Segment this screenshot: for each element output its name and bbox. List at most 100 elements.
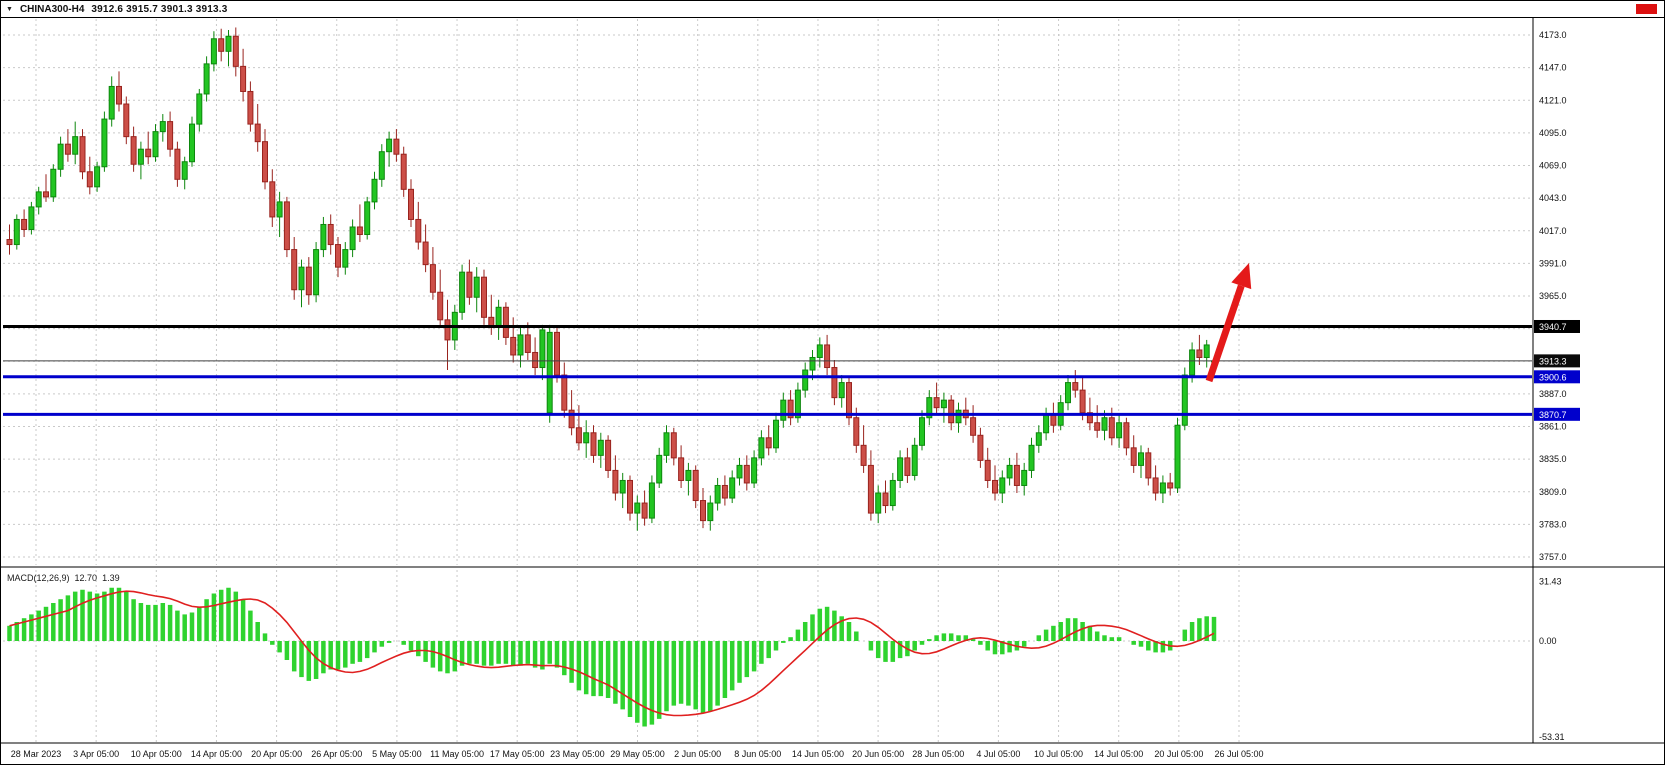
time-tick-label: 10 Apr 05:00	[131, 749, 182, 759]
price-tick-label: 3991.0	[1539, 258, 1567, 268]
candle-body	[561, 374, 568, 411]
candle-body	[415, 218, 422, 243]
candle-body	[145, 148, 152, 158]
candle-body	[970, 417, 977, 436]
time-tick-label: 28 Jun 05:00	[912, 749, 964, 759]
candle-body	[1043, 414, 1050, 434]
price-tick-label: 4095.0	[1539, 128, 1567, 138]
macd-main-value: 12.70	[74, 573, 98, 583]
price-tick-label: 4147.0	[1539, 63, 1567, 73]
price-tick-label: 3965.0	[1539, 291, 1567, 301]
candle-body	[794, 389, 801, 419]
candle-body	[1196, 349, 1203, 358]
candle-body	[1079, 389, 1086, 414]
macd-name: MACD(12,26,9)	[7, 573, 70, 583]
time-axis-labels: 28 Mar 2023 3 Apr 05:00 10 Apr 05:00 14 Apr…	[11, 749, 1264, 759]
time-tick-label: 8 Jun 05:00	[734, 749, 781, 759]
candle-body	[1065, 382, 1071, 404]
candle-body	[1116, 422, 1123, 439]
candle-body	[634, 502, 641, 514]
candle-body	[174, 148, 181, 180]
candle-body	[356, 226, 363, 236]
price-tick-label: 4173.0	[1539, 30, 1567, 40]
macd-histogram	[7, 587, 1217, 727]
price-badge	[1534, 354, 1580, 368]
chart-titlebar: ▼ CHINA300-H4 3912.6 3915.7 3901.3 3913.…	[1, 1, 1664, 18]
candle-body	[181, 161, 188, 180]
candle-body	[28, 206, 35, 230]
candle-body	[933, 397, 940, 409]
candle-body	[21, 218, 28, 230]
candle-body	[831, 367, 838, 399]
candle-body	[1035, 432, 1042, 446]
candle-body	[955, 409, 962, 424]
symbol-dropdown-icon[interactable]: ▼	[6, 5, 13, 13]
candle-body	[992, 479, 998, 494]
candle-body	[641, 502, 648, 519]
candle-body	[72, 136, 79, 155]
candle-body	[1130, 447, 1137, 466]
time-tick-label: 29 May 05:00	[610, 749, 665, 759]
time-tick-label: 20 Jul 05:00	[1154, 749, 1203, 759]
candle-body	[926, 397, 933, 419]
candle-body	[919, 417, 925, 446]
macd-tick-label: 0.00	[1539, 636, 1557, 646]
candle-body	[575, 427, 582, 444]
candle-body	[1094, 422, 1101, 431]
candle-body	[1050, 414, 1057, 426]
candle-body	[342, 249, 349, 268]
price-badge	[1534, 407, 1580, 421]
candle-body	[656, 454, 663, 484]
symbol-title: CHINA300-H4	[19, 3, 85, 15]
candle-body	[597, 439, 604, 456]
candle-body	[510, 336, 517, 356]
price-tick-label: 4121.0	[1539, 95, 1567, 105]
candle-body	[210, 38, 217, 65]
candle-body	[977, 434, 984, 461]
candle-body	[648, 482, 655, 519]
time-tick-label: 5 May 05:00	[372, 749, 422, 759]
candle-body	[481, 276, 487, 318]
candle-body	[116, 85, 122, 105]
candle-body	[1189, 349, 1196, 376]
candle-body	[773, 419, 779, 449]
candle-body	[130, 136, 137, 165]
candle-body	[6, 239, 13, 246]
macd-tick-label: -53.31	[1539, 732, 1565, 742]
time-tick-label: 10 Jul 05:00	[1034, 749, 1083, 759]
candle-body	[1072, 382, 1079, 391]
candle-body	[554, 331, 560, 376]
candle-body	[262, 141, 268, 183]
candle-body	[948, 399, 955, 424]
candle-body	[721, 484, 728, 499]
top-right-red-marker	[1636, 4, 1657, 14]
time-tick-label: 14 Apr 05:00	[191, 749, 242, 759]
candle-body	[627, 479, 633, 514]
candle-body	[714, 484, 721, 504]
candle-body	[1013, 464, 1020, 486]
candle-body	[524, 334, 531, 353]
candle-body	[276, 201, 283, 218]
candle-body	[86, 171, 93, 188]
macd-tick-label: 31.43	[1539, 576, 1562, 586]
candle-body	[736, 464, 743, 479]
price-badge-label: 3900.6	[1539, 372, 1567, 382]
arrow-annotation[interactable]	[1205, 263, 1252, 383]
candle-body	[305, 266, 312, 296]
price-badge-label: 3913.3	[1539, 356, 1567, 366]
macd-indicator-label: MACD(12,26,9) 12.70 1.39	[7, 573, 120, 583]
price-badge	[1534, 319, 1580, 333]
candle-body	[612, 469, 619, 494]
time-tick-label: 26 Apr 05:00	[311, 749, 362, 759]
candle-body	[459, 271, 466, 313]
candle-body	[327, 223, 334, 246]
candle-body	[532, 351, 539, 369]
macd-signal-line	[9, 590, 1215, 717]
candle-body	[1152, 477, 1159, 494]
candle-body	[444, 319, 451, 341]
candle-body	[846, 382, 852, 419]
candle-body	[218, 38, 225, 52]
candle-body	[79, 136, 86, 173]
